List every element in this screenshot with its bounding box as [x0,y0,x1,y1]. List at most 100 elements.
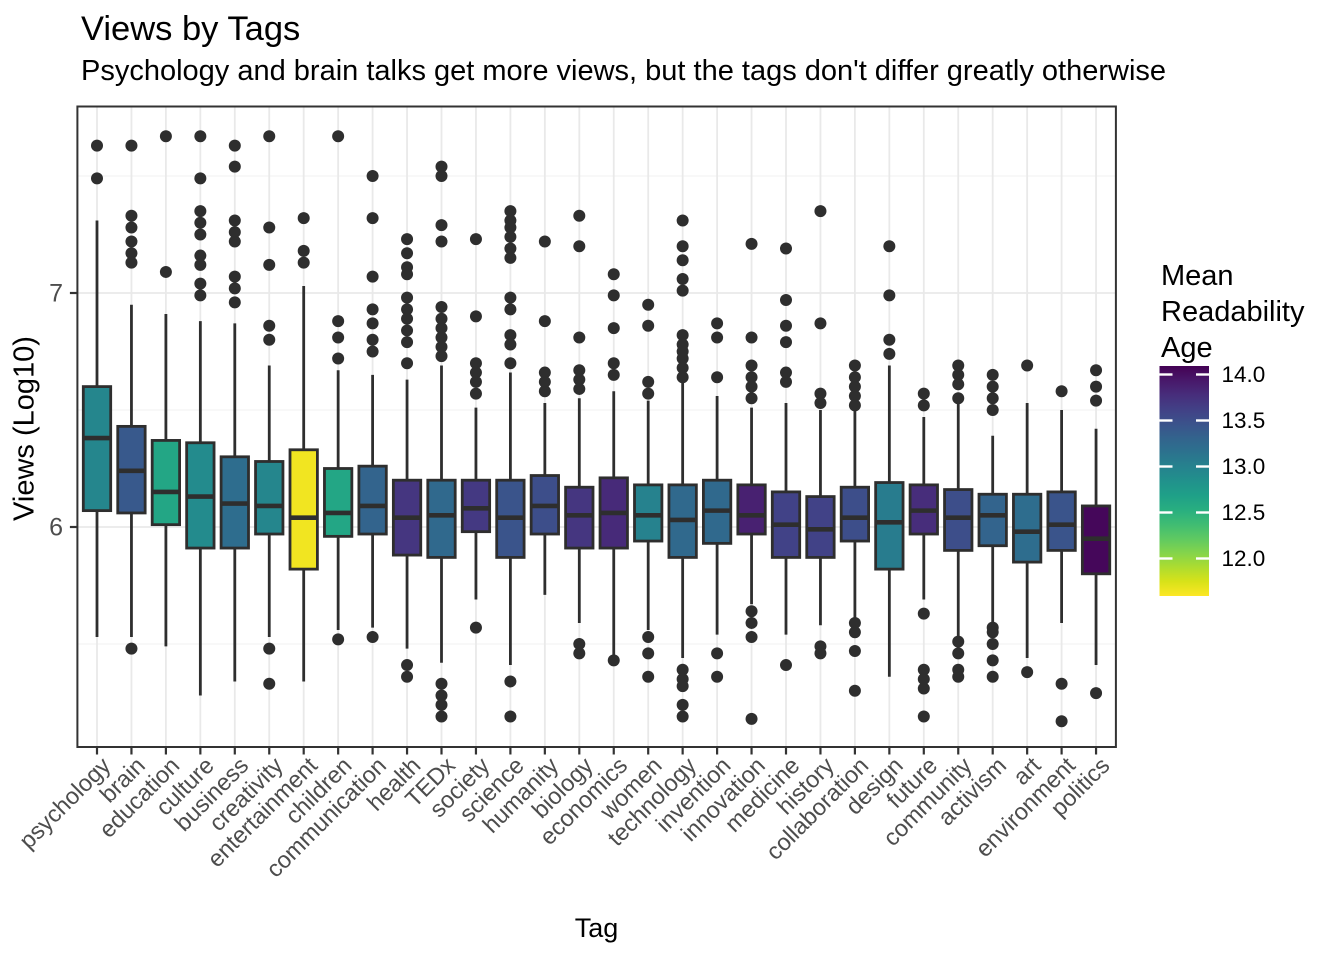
y-axis-title: Views (Log10) [8,336,41,521]
y-tick-label: 7 [49,280,63,308]
outlier-point [711,317,724,330]
outlier-point [1055,677,1068,690]
outlier-point [745,331,758,344]
boxplot-children [323,130,354,646]
outlier-point [435,677,448,690]
box-creativity [254,460,285,536]
outlier-point [952,392,965,405]
outlier-point [469,310,482,323]
outlier-point [745,616,758,629]
outlier-point [745,380,758,393]
boxplot-invention [702,317,733,683]
outlier-point [401,324,414,337]
outlier-point [848,626,861,639]
box-communication [357,464,388,536]
outlier-point [159,130,172,143]
outlier-point [676,371,689,384]
outlier-point [814,387,827,400]
outlier-point [1090,364,1103,377]
outlier-point [401,291,414,304]
outlier-point [607,654,620,667]
outlier-point [435,235,448,248]
outlier-point [745,605,758,618]
legend-tick-label: 12.0 [1222,546,1266,571]
x-axis-title: Tag [574,913,619,943]
outlier-point [228,282,241,295]
outlier-point [435,322,448,335]
outlier-point [435,698,448,711]
outlier-point [125,642,138,655]
outlier-point [194,205,207,218]
box-biology [564,485,595,550]
outlier-point [332,331,345,344]
outlier-point [986,380,999,393]
outlier-point [676,698,689,711]
boxplot-brain [116,139,147,655]
outlier-point [642,630,655,643]
outlier-point [366,317,379,330]
outlier-point [435,301,448,314]
outlier-point [1055,715,1068,728]
outlier-point [401,659,414,672]
outlier-point [607,368,620,381]
legend-tick-label: 13.0 [1222,454,1266,479]
outlier-point [435,710,448,723]
outlier-point [986,626,999,639]
outlier-point [504,329,517,342]
boxplot-biology [564,209,595,660]
outlier-point [228,270,241,283]
legend-colorbar [1159,366,1209,596]
outlier-point [1055,385,1068,398]
boxplot-innovation [736,237,767,725]
outlier-point [573,331,586,344]
outlier-point [263,258,276,271]
legend-title-line: Age [1161,332,1213,364]
outlier-point [125,235,138,248]
outlier-point [263,130,276,143]
boxplot-business [219,139,250,682]
legend-tick-label: 14.0 [1222,362,1266,387]
outlier-point [780,659,792,672]
outlier-point [642,298,655,311]
boxplot-TEDx [426,160,457,723]
outlier-point [676,663,689,676]
outlier-point [504,205,517,218]
outlier-point [435,160,448,173]
boxplot-environment [1046,385,1077,728]
outlier-point [814,647,827,660]
outlier-point [642,670,655,683]
box-children [323,467,354,538]
outlier-point [848,359,861,372]
outlier-point [573,647,586,660]
box-history [805,495,836,559]
outlier-point [504,230,517,243]
boxplot-entertainment [288,212,319,682]
outlier-point [711,670,724,683]
box-women [633,483,664,543]
boxplot-art [1012,359,1043,679]
boxplot-science [495,205,526,723]
outlier-point [366,212,379,225]
outlier-point [194,249,207,262]
box-activism [977,492,1008,548]
chart-title: Views by Tags [81,10,301,48]
outlier-point [469,233,482,246]
outlier-point [676,352,689,365]
outlier-point [952,378,965,391]
outlier-point [986,670,999,683]
legend-title-line: Readability [1161,296,1305,328]
outlier-point [504,291,517,304]
boxplot-economics [598,268,629,667]
boxplot-medicine [770,242,802,672]
outlier-point [504,251,517,264]
outlier-point [504,338,517,351]
outlier-point [676,710,689,723]
outlier-point [228,226,241,239]
box-art [1012,492,1043,564]
outlier-point [504,675,517,688]
boxplot-community [943,359,974,683]
outlier-point [469,621,482,634]
outlier-point [263,319,276,332]
